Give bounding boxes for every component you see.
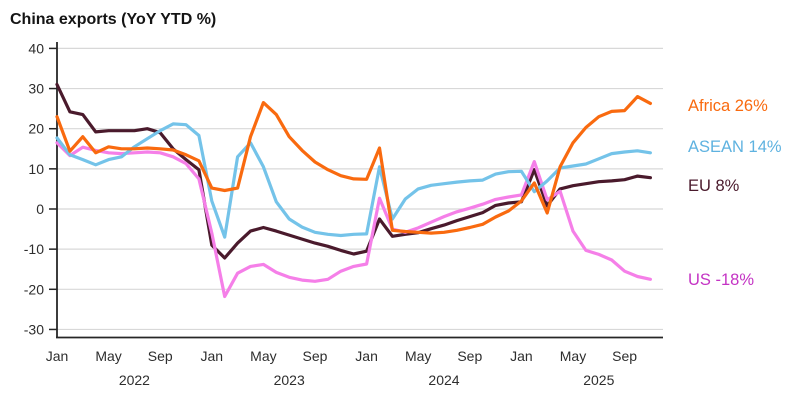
y-tick-label: 20	[28, 121, 44, 137]
y-tick-label: -10	[24, 241, 44, 257]
series-line-eu	[55, 82, 653, 260]
year-label: 2024	[428, 372, 459, 388]
y-tick-label: 30	[28, 81, 44, 97]
series-line-asean	[55, 122, 653, 239]
year-label: 2023	[274, 372, 305, 388]
legend-us: US -18%	[688, 271, 755, 289]
legend-asean: ASEAN 14%	[688, 138, 782, 156]
year-label: 2022	[119, 372, 150, 388]
x-tick-label: Jan	[355, 348, 378, 364]
x-tick-label: Jan	[201, 348, 224, 364]
y-tick-label: 10	[28, 161, 44, 177]
year-label: 2025	[583, 372, 614, 388]
x-tick-label: May	[560, 348, 586, 364]
legend-africa: Africa 26%	[688, 97, 768, 115]
chart-title: China exports (YoY YTD %)	[10, 11, 217, 28]
series-line-africa	[55, 94, 653, 235]
y-tick-label: -30	[24, 321, 44, 337]
y-tick-label: -20	[24, 281, 44, 297]
x-tick-label: Sep	[457, 348, 482, 364]
x-tick-label: May	[405, 348, 431, 364]
x-tick-label: May	[95, 348, 121, 364]
x-tick-label: Jan	[510, 348, 533, 364]
x-tick-label: Sep	[148, 348, 173, 364]
x-tick-label: Sep	[612, 348, 637, 364]
legend-eu: EU 8%	[688, 177, 740, 195]
x-tick-label: Jan	[46, 348, 69, 364]
y-tick-label: 40	[28, 40, 44, 56]
x-tick-label: Sep	[303, 348, 328, 364]
y-tick-label: 0	[36, 201, 44, 217]
x-tick-label: May	[250, 348, 276, 364]
